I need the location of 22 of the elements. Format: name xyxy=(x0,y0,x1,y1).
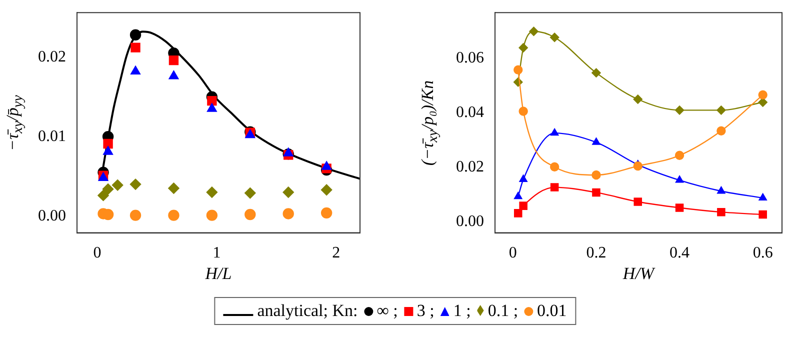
y-tick-label: 0.01 xyxy=(38,128,66,145)
legend-label: 0.1 ; xyxy=(488,301,518,320)
x-axis-title: H/L xyxy=(205,264,232,284)
x-tick-label: 1 xyxy=(212,244,221,262)
y-tick-label: 0.00 xyxy=(456,213,484,230)
x-tick-label: 0 xyxy=(93,244,102,262)
y-tick-label: 0.02 xyxy=(456,158,484,176)
x-tick-label: 2 xyxy=(332,244,340,262)
y-tick-label: 0.04 xyxy=(456,104,484,122)
legend-label: 0.01 xyxy=(537,301,567,320)
y-tick-label: 0.02 xyxy=(38,48,66,66)
x-tick-label: 0.2 xyxy=(586,244,606,262)
x-tick-label: 0 xyxy=(508,244,517,262)
legend-label: 3 ; xyxy=(416,301,434,320)
y-tick-label: 0.06 xyxy=(456,50,484,67)
legend-label: analytical; Kn: xyxy=(257,301,358,320)
x-axis-title: H/W xyxy=(622,264,654,284)
legend-label: ∞ ; xyxy=(376,301,398,320)
x-tick-label: 0.6 xyxy=(752,244,773,262)
legend-label: 1 ; xyxy=(453,301,471,320)
y-tick-label: 0.00 xyxy=(38,207,66,224)
x-tick-label: 0.4 xyxy=(670,244,690,262)
